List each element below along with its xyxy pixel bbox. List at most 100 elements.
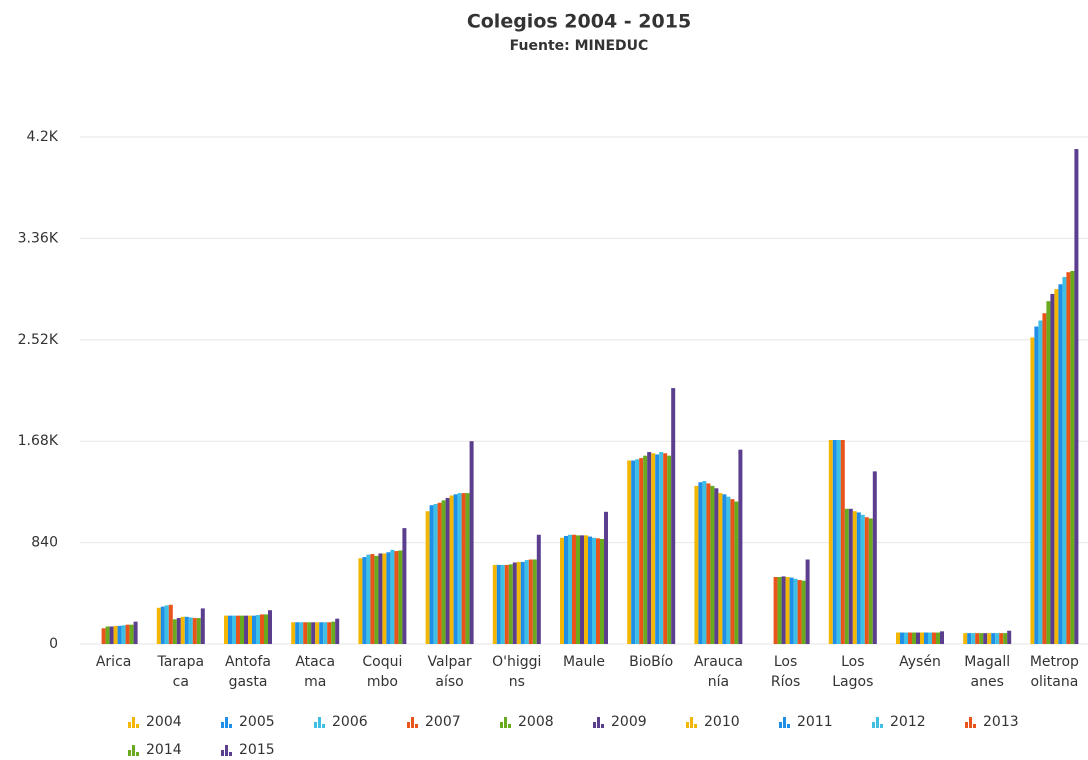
bar bbox=[105, 626, 110, 644]
bar bbox=[928, 632, 932, 644]
legend-icon bbox=[411, 717, 414, 728]
legend-icon bbox=[969, 717, 972, 728]
bar bbox=[433, 503, 438, 644]
legend-item: 2010 bbox=[686, 714, 740, 730]
bar bbox=[647, 452, 652, 644]
bar bbox=[232, 615, 236, 644]
bar bbox=[449, 495, 454, 644]
legend-label: 2006 bbox=[332, 714, 368, 730]
bar bbox=[971, 633, 976, 644]
legend-icon bbox=[973, 724, 976, 728]
bar bbox=[164, 605, 169, 644]
legend-icon bbox=[783, 717, 786, 728]
bar bbox=[773, 577, 778, 644]
bar bbox=[121, 625, 126, 644]
bar bbox=[248, 615, 252, 644]
bar bbox=[129, 624, 134, 644]
bar bbox=[378, 553, 383, 644]
bar bbox=[362, 557, 367, 644]
bar bbox=[967, 633, 972, 644]
bar bbox=[979, 633, 984, 644]
legend-icon bbox=[229, 724, 232, 728]
bar bbox=[1050, 293, 1055, 644]
bar bbox=[453, 494, 458, 644]
legend-icon bbox=[593, 722, 596, 728]
bar bbox=[382, 553, 387, 644]
bar bbox=[196, 618, 201, 644]
bar bbox=[718, 493, 723, 644]
bar bbox=[425, 511, 430, 644]
bar bbox=[932, 632, 936, 644]
legend-label: 2004 bbox=[146, 714, 182, 730]
bar bbox=[667, 455, 672, 644]
bar bbox=[109, 626, 114, 644]
bar bbox=[536, 534, 541, 644]
bar bbox=[643, 455, 648, 644]
legend-icon bbox=[787, 724, 790, 728]
bar bbox=[896, 632, 900, 644]
legend-icon bbox=[221, 722, 224, 728]
legend-label: 2015 bbox=[239, 742, 275, 758]
bar bbox=[331, 621, 336, 644]
bar bbox=[1038, 320, 1043, 644]
bar bbox=[975, 633, 980, 644]
bar bbox=[264, 614, 268, 644]
bar bbox=[596, 538, 600, 644]
legend-label: 2005 bbox=[239, 714, 275, 730]
bar bbox=[188, 617, 193, 644]
bar bbox=[532, 559, 537, 644]
legend-icon bbox=[314, 722, 317, 728]
bar bbox=[604, 511, 608, 644]
bar bbox=[777, 577, 782, 644]
bar bbox=[512, 562, 517, 644]
bar bbox=[706, 483, 711, 644]
bar bbox=[224, 615, 228, 644]
bar bbox=[268, 610, 272, 644]
bar bbox=[714, 488, 719, 644]
legend-item: 2013 bbox=[965, 714, 1019, 730]
legend-item: 2008 bbox=[500, 714, 554, 730]
bar bbox=[651, 453, 656, 644]
bar bbox=[236, 615, 240, 644]
x-tick-label: Tarapa ca bbox=[156, 654, 204, 690]
legend-icon bbox=[407, 722, 410, 728]
bar bbox=[323, 622, 328, 644]
bar bbox=[492, 564, 497, 644]
bar bbox=[1034, 326, 1039, 644]
bar bbox=[639, 458, 644, 644]
bar bbox=[789, 577, 794, 644]
legend-icon bbox=[132, 745, 135, 756]
bar bbox=[516, 561, 521, 644]
chart-title: Colegios 2004 - 2015 bbox=[467, 11, 691, 33]
bar bbox=[256, 615, 260, 644]
legend-label: 2010 bbox=[704, 714, 740, 730]
x-tick-label: Ataca ma bbox=[295, 654, 335, 690]
bar bbox=[832, 439, 837, 644]
legend-icon bbox=[322, 724, 325, 728]
bar bbox=[168, 604, 173, 644]
legend-icon bbox=[128, 750, 131, 756]
legend-icon bbox=[779, 722, 782, 728]
bar bbox=[500, 564, 505, 644]
bar bbox=[698, 482, 703, 644]
x-tick-label: O'higgi ns bbox=[492, 654, 541, 690]
bar bbox=[936, 632, 940, 644]
bar bbox=[940, 631, 944, 644]
bar bbox=[912, 632, 916, 644]
bar bbox=[113, 625, 118, 644]
legend-label: 2011 bbox=[797, 714, 833, 730]
bar bbox=[240, 615, 244, 644]
bar bbox=[465, 493, 470, 644]
legend-label: 2014 bbox=[146, 742, 182, 758]
bar bbox=[504, 564, 509, 644]
bar bbox=[1062, 277, 1067, 644]
bar bbox=[366, 554, 371, 644]
bar bbox=[260, 614, 264, 644]
bar bbox=[908, 632, 912, 644]
bar bbox=[184, 616, 189, 644]
x-tick-label: Aysén bbox=[899, 654, 941, 670]
bar bbox=[995, 633, 1000, 644]
bar bbox=[1003, 633, 1008, 644]
bar bbox=[635, 459, 640, 644]
